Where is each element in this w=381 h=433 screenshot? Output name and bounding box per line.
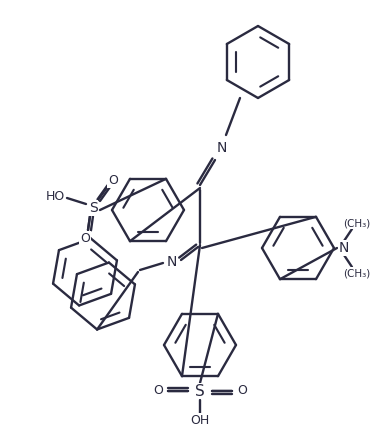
Text: O: O	[80, 232, 90, 245]
Text: O: O	[153, 385, 163, 397]
Text: O: O	[237, 385, 247, 397]
Text: HO: HO	[45, 190, 65, 203]
Text: O: O	[108, 174, 118, 187]
Text: (CH₃): (CH₃)	[343, 268, 371, 278]
Text: N: N	[217, 141, 227, 155]
Text: N: N	[167, 255, 177, 269]
Text: S: S	[89, 201, 98, 215]
Text: (CH₃): (CH₃)	[343, 218, 371, 228]
Text: S: S	[195, 384, 205, 398]
Text: OH: OH	[190, 414, 210, 427]
Text: N: N	[339, 241, 349, 255]
